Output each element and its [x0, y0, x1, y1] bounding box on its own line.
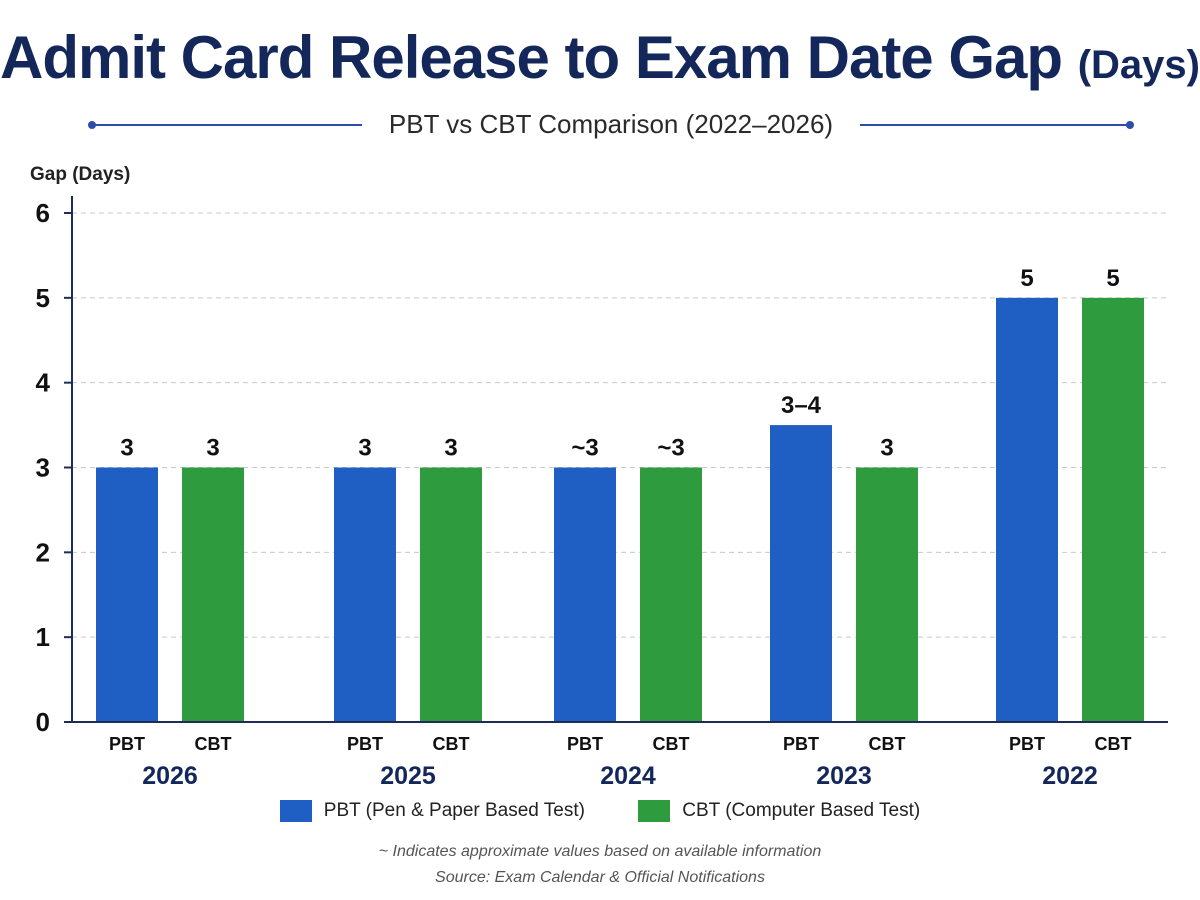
y-tick-label-4: 4 — [36, 368, 51, 398]
bar-cbt-2024 — [640, 467, 702, 722]
subtitle-rule-left — [94, 124, 362, 126]
bar-pbt-2022 — [996, 297, 1058, 722]
legend-swatch-pbt — [279, 800, 312, 822]
chart-legend: PBT (Pen & Paper Based Test) CBT (Comput… — [0, 800, 1200, 828]
x-category-label-2023: 2023 — [816, 762, 872, 790]
chart-title-suffix: (Days) — [1077, 43, 1200, 87]
y-tick-label-5: 5 — [36, 283, 50, 313]
x-category-label-2022: 2022 — [1042, 762, 1098, 790]
data-label-pbt-2023: 3–4 — [781, 392, 822, 419]
bar-cbt-2025 — [420, 467, 482, 722]
data-label-cbt-2026: 3 — [206, 435, 219, 462]
data-label-pbt-2022: 5 — [1020, 265, 1033, 292]
legend-label-cbt: CBT (Computer Based Test) — [682, 800, 921, 821]
x-sub-label-pbt-2025: PBT — [347, 734, 383, 754]
legend-item-pbt: PBT (Pen & Paper Based Test) — [279, 800, 585, 822]
bar-cbt-2022 — [1082, 297, 1144, 722]
x-sub-label-pbt-2023: PBT — [783, 734, 819, 754]
x-sub-label-pbt-2026: PBT — [109, 734, 145, 754]
x-sub-label-cbt-2023: CBT — [869, 734, 906, 754]
bar-chart: 0 1 2 3 4 5 6 Gap (Days) 3 PBT 3 CBT 2026 3 PBT 3 CBT 202… — [30, 164, 1168, 790]
bar-pbt-2024 — [554, 467, 616, 722]
bar-cbt-2026 — [182, 467, 244, 722]
subtitle-rule-right — [860, 124, 1128, 126]
bar-cbt-2023 — [856, 467, 918, 722]
y-axis-label: Gap (Days) — [30, 164, 130, 185]
bar-pbt-2025 — [334, 467, 396, 722]
legend-swatch-cbt — [638, 800, 671, 822]
data-label-cbt-2022: 5 — [1106, 265, 1119, 292]
bar-pbt-2026 — [96, 467, 158, 722]
bar-pbt-2023 — [770, 425, 832, 722]
x-sub-label-cbt-2022: CBT — [1095, 734, 1132, 754]
legend-item-cbt: CBT (Computer Based Test) — [638, 800, 920, 822]
subtitle-row: PBT vs CBT Comparison (2022–2026) — [88, 104, 1134, 144]
x-category-label-2026: 2026 — [142, 762, 198, 790]
footnote: ~ Indicates approximate values based on … — [378, 843, 822, 860]
data-label-pbt-2026: 3 — [120, 435, 133, 462]
x-sub-label-pbt-2022: PBT — [1009, 734, 1045, 754]
x-sub-label-cbt-2024: CBT — [653, 734, 690, 754]
chart-title: Admit Card Release to Exam Date Gap (Day… — [0, 18, 1200, 105]
data-label-pbt-2024: ~3 — [571, 435, 598, 462]
chart-subtitle: PBT vs CBT Comparison (2022–2026) — [388, 109, 834, 139]
y-tick-label-2: 2 — [36, 537, 50, 567]
y-tick-label-0: 0 — [36, 707, 50, 737]
source-note: Source: Exam Calendar & Official Notific… — [435, 869, 765, 886]
x-sub-label-pbt-2024: PBT — [567, 734, 603, 754]
y-tick-label-1: 1 — [36, 622, 50, 652]
data-label-cbt-2023: 3 — [880, 435, 893, 462]
y-tick-label-6: 6 — [36, 198, 50, 228]
x-sub-label-cbt-2026: CBT — [195, 734, 232, 754]
x-category-label-2025: 2025 — [380, 762, 436, 790]
data-label-cbt-2025: 3 — [444, 435, 457, 462]
data-label-cbt-2024: ~3 — [657, 435, 684, 462]
subtitle-dot-left — [88, 121, 96, 129]
x-category-label-2024: 2024 — [600, 762, 656, 790]
chart-title-main: Admit Card Release to Exam Date Gap — [0, 24, 1063, 91]
legend-label-pbt: PBT (Pen & Paper Based Test) — [323, 800, 585, 821]
x-sub-label-cbt-2025: CBT — [433, 734, 470, 754]
subtitle-dot-right — [1126, 121, 1134, 129]
data-label-pbt-2025: 3 — [358, 435, 371, 462]
y-tick-label-3: 3 — [36, 453, 50, 483]
